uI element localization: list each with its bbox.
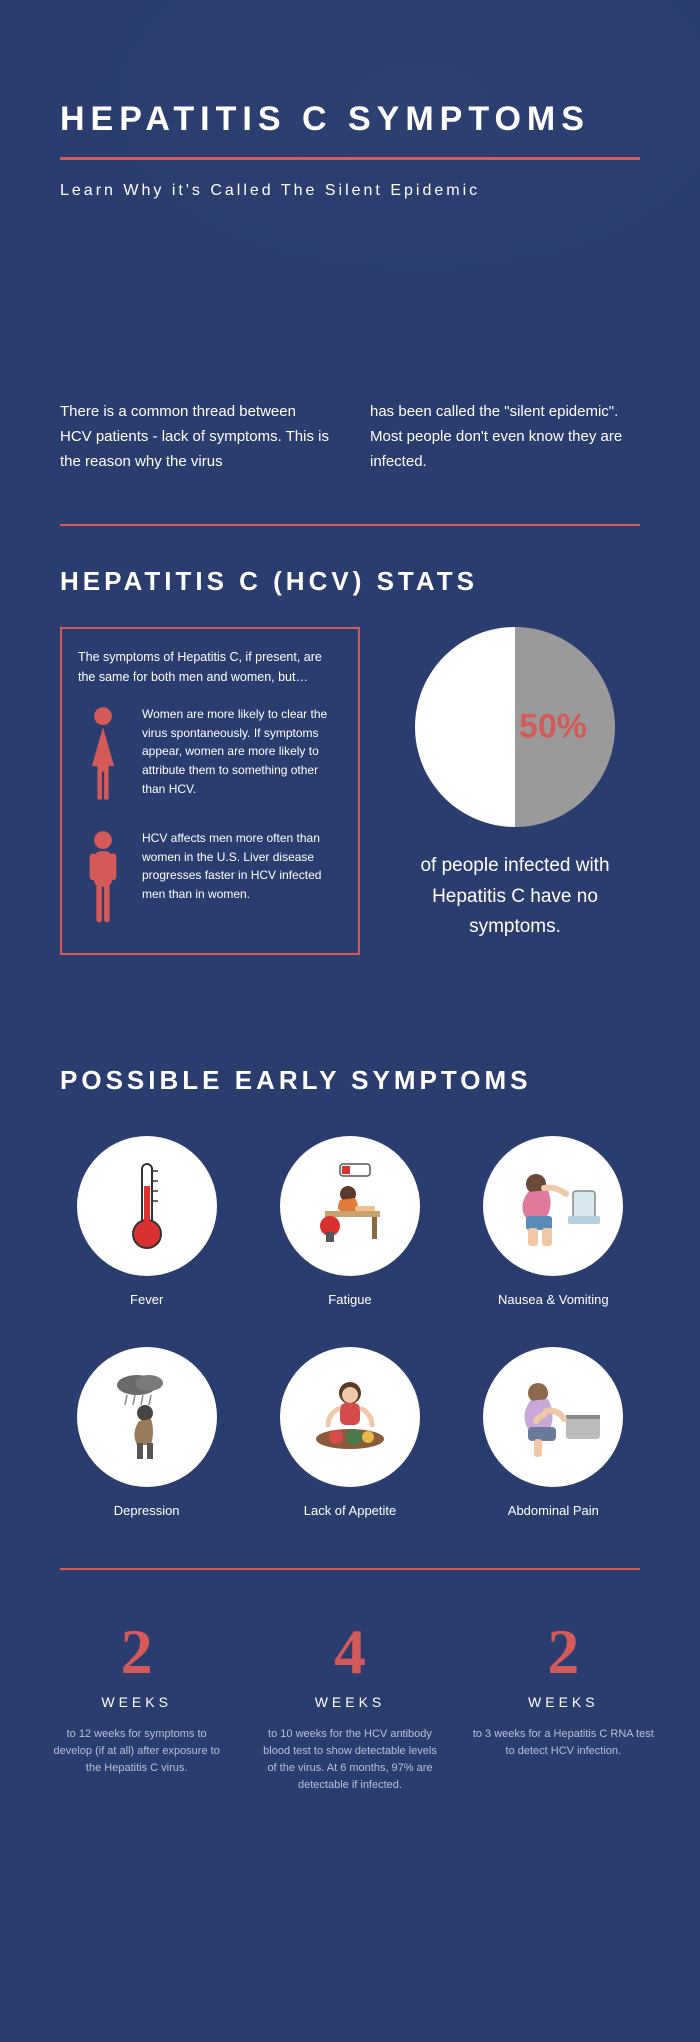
timeline-number: 2 bbox=[467, 1620, 660, 1684]
rain-cloud-person-icon bbox=[77, 1347, 217, 1487]
pie-chart: 50% bbox=[415, 627, 615, 827]
symptom-label: Depression bbox=[60, 1503, 233, 1518]
man-icon bbox=[78, 829, 128, 935]
timeline-text: to 10 weeks for the HCV antibody blood t… bbox=[253, 1726, 446, 1794]
symptom-label: Fever bbox=[60, 1292, 233, 1307]
symptom-item: Depression bbox=[60, 1347, 233, 1518]
symptoms-section: POSSIBLE EARLY SYMPTOMS Fever bbox=[0, 1005, 700, 1568]
timeline-section: 2 WEEKS to 12 weeks for symptoms to deve… bbox=[0, 1570, 700, 1854]
pie-label: 50% bbox=[519, 708, 587, 747]
timeline-text: to 12 weeks for symptoms to develop (if … bbox=[40, 1726, 233, 1777]
page-title: HEPATITIS C SYMPTOMS bbox=[60, 100, 640, 139]
stats-box: The symptoms of Hepatitis C, if present,… bbox=[60, 627, 360, 955]
pie-caption: of people infected with Hepatitis C have… bbox=[390, 851, 640, 942]
stats-heading: HEPATITIS C (HCV) STATS bbox=[60, 566, 640, 597]
women-row: Women are more likely to clear the virus… bbox=[78, 705, 342, 811]
timeline-unit: WEEKS bbox=[40, 1694, 233, 1710]
symptom-label: Lack of Appetite bbox=[263, 1503, 436, 1518]
page-subtitle: Learn Why it's Called The Silent Epidemi… bbox=[60, 182, 640, 200]
symptom-label: Fatigue bbox=[263, 1292, 436, 1307]
vomiting-icon bbox=[483, 1136, 623, 1276]
timeline-item: 2 WEEKS to 12 weeks for symptoms to deve… bbox=[40, 1620, 233, 1794]
symptom-label: Abdominal Pain bbox=[467, 1503, 640, 1518]
timeline-unit: WEEKS bbox=[253, 1694, 446, 1710]
symptom-item: Fever bbox=[60, 1136, 233, 1307]
symptom-item: Nausea & Vomiting bbox=[467, 1136, 640, 1307]
stats-section: HEPATITIS C (HCV) STATS The symptoms of … bbox=[0, 526, 700, 1005]
hero-section: HEPATITIS C SYMPTOMS Learn Why it's Call… bbox=[0, 0, 700, 340]
symptom-item: Fatigue bbox=[263, 1136, 436, 1307]
stats-row: The symptoms of Hepatitis C, if present,… bbox=[60, 627, 640, 955]
no-food-icon bbox=[280, 1347, 420, 1487]
timeline-number: 4 bbox=[253, 1620, 446, 1684]
intro-section: There is a common thread between HCV pat… bbox=[0, 340, 700, 524]
men-row: HCV affects men more often than women in… bbox=[78, 829, 342, 935]
stomach-pain-icon bbox=[483, 1347, 623, 1487]
timeline-number: 2 bbox=[40, 1620, 233, 1684]
symptoms-heading: POSSIBLE EARLY SYMPTOMS bbox=[60, 1065, 640, 1096]
stats-box-intro: The symptoms of Hepatitis C, if present,… bbox=[78, 647, 342, 687]
thermometer-icon bbox=[77, 1136, 217, 1276]
symptom-item: Abdominal Pain bbox=[467, 1347, 640, 1518]
symptom-grid: Fever Fatigue bbox=[60, 1136, 640, 1518]
hero-divider bbox=[60, 157, 640, 160]
pie-column: 50% of people infected with Hepatitis C … bbox=[390, 627, 640, 942]
women-text: Women are more likely to clear the virus… bbox=[142, 705, 342, 798]
timeline-item: 2 WEEKS to 3 weeks for a Hepatitis C RNA… bbox=[467, 1620, 660, 1794]
intro-col-2: has been called the "silent epidemic". M… bbox=[370, 400, 640, 474]
symptom-item: Lack of Appetite bbox=[263, 1347, 436, 1518]
symptom-label: Nausea & Vomiting bbox=[467, 1292, 640, 1307]
woman-icon bbox=[78, 705, 128, 811]
timeline-item: 4 WEEKS to 10 weeks for the HCV antibody… bbox=[253, 1620, 446, 1794]
intro-col-1: There is a common thread between HCV pat… bbox=[60, 400, 330, 474]
men-text: HCV affects men more often than women in… bbox=[142, 829, 342, 903]
timeline-text: to 3 weeks for a Hepatitis C RNA test to… bbox=[467, 1726, 660, 1760]
timeline-unit: WEEKS bbox=[467, 1694, 660, 1710]
tired-person-icon bbox=[280, 1136, 420, 1276]
